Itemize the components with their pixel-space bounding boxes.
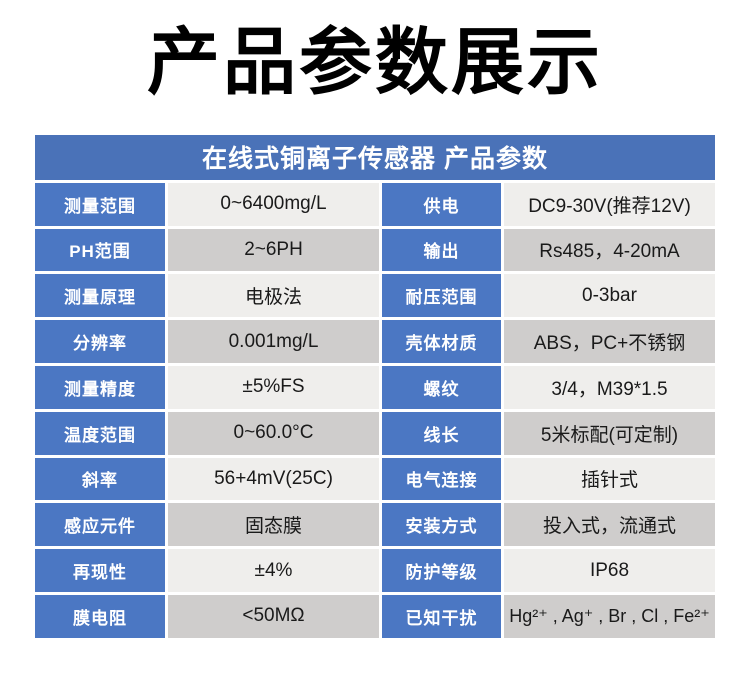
spec-value-right: IP68 [504, 549, 715, 592]
spec-label-left: 感应元件 [35, 503, 165, 547]
spec-value-right: Rs485，4-20mA [504, 228, 715, 272]
spec-label-right: 电气连接 [382, 457, 501, 501]
spec-label-left: PH范围 [35, 228, 165, 272]
spec-label-right: 壳体材质 [382, 320, 501, 363]
spec-label-right: 已知干扰 [382, 594, 501, 638]
spec-label-right: 耐压范围 [382, 274, 501, 318]
spec-label-right: 输出 [382, 228, 501, 272]
spec-label-left: 分辨率 [35, 320, 165, 363]
spec-label-right: 供电 [382, 182, 501, 226]
spec-label-left: 温度范围 [35, 411, 165, 455]
spec-label-left: 测量精度 [35, 365, 165, 409]
spec-value-left: ±4% [168, 549, 379, 592]
spec-label-left: 斜率 [35, 457, 165, 501]
spec-value-left: ±5%FS [168, 365, 379, 409]
spec-table: 在线式铜离子传感器 产品参数 测量范围 0~6400mg/L 供电 DC9-30… [35, 134, 715, 638]
spec-label-left: 再现性 [35, 549, 165, 592]
page-title: 产品参数展示 [147, 22, 603, 103]
spec-grid: 测量范围 0~6400mg/L 供电 DC9-30V(推荐12V) PH范围 2… [35, 182, 715, 638]
spec-value-left: 0~6400mg/L [168, 182, 379, 226]
spec-value-left: <50MΩ [168, 594, 379, 638]
spec-value-right: DC9-30V(推荐12V) [504, 182, 715, 226]
spec-label-left: 膜电阻 [35, 594, 165, 638]
spec-value-right: 0-3bar [504, 274, 715, 318]
spec-value-left: 2~6PH [168, 228, 379, 272]
table-header-title: 在线式铜离子传感器 产品参数 [35, 134, 715, 180]
spec-label-right: 安装方式 [382, 503, 501, 547]
spec-value-right: ABS，PC+不锈钢 [504, 320, 715, 363]
spec-value-right: 插针式 [504, 457, 715, 501]
spec-value-left: 电极法 [168, 274, 379, 318]
spec-value-left: 0.001mg/L [168, 320, 379, 363]
spec-label-left: 测量范围 [35, 182, 165, 226]
spec-label-right: 线长 [382, 411, 501, 455]
spec-label-right: 防护等级 [382, 549, 501, 592]
spec-value-right: Hg²⁺ , Ag⁺ , Br , Cl , Fe²⁺ [504, 594, 715, 638]
spec-value-right: 5米标配(可定制) [504, 411, 715, 455]
spec-value-right: 3/4，M39*1.5 [504, 365, 715, 409]
spec-value-left: 0~60.0°C [168, 411, 379, 455]
spec-value-left: 固态膜 [168, 503, 379, 547]
spec-label-right: 螺纹 [382, 365, 501, 409]
spec-label-left: 测量原理 [35, 274, 165, 318]
spec-value-left: 56+4mV(25C) [168, 457, 379, 501]
spec-value-right: 投入式，流通式 [504, 503, 715, 547]
